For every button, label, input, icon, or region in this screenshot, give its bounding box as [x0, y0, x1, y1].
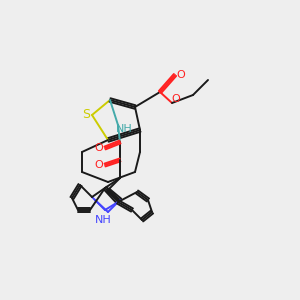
Text: O: O — [94, 160, 103, 170]
Text: S: S — [82, 109, 90, 122]
Text: O: O — [94, 143, 103, 153]
Text: O: O — [172, 94, 180, 104]
Text: O: O — [177, 70, 185, 80]
Text: NH: NH — [94, 215, 111, 225]
Text: NH: NH — [116, 124, 132, 134]
